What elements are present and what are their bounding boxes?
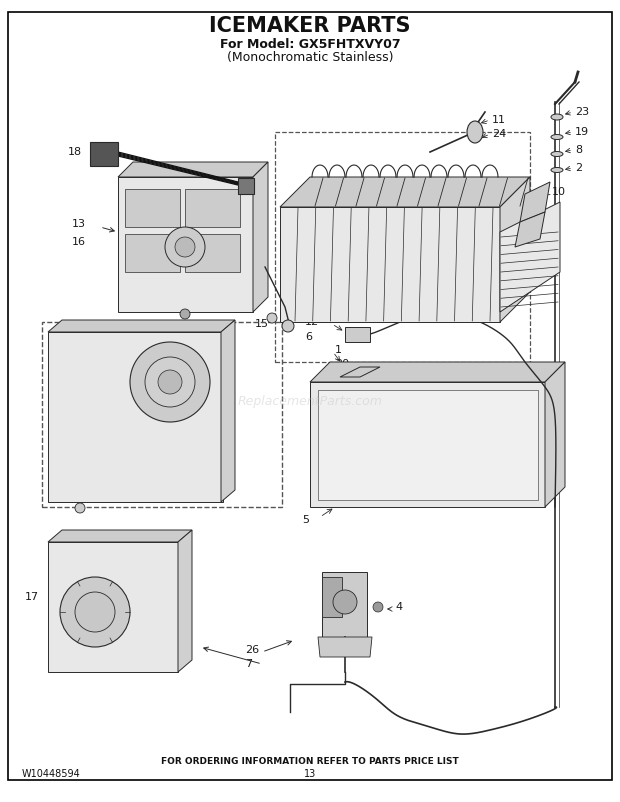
Bar — [125, 234, 180, 272]
Circle shape — [267, 313, 277, 323]
Text: 19: 19 — [575, 127, 589, 137]
Text: 5: 5 — [302, 515, 309, 525]
Polygon shape — [500, 202, 560, 312]
Text: 11: 11 — [492, 115, 506, 125]
Polygon shape — [500, 177, 530, 322]
Circle shape — [130, 342, 210, 422]
Bar — [125, 189, 180, 227]
Bar — [322, 572, 367, 637]
Text: For Model: GX5FHTXVY07: For Model: GX5FHTXVY07 — [219, 38, 401, 51]
Text: (Monochromatic Stainless): (Monochromatic Stainless) — [227, 51, 393, 63]
Bar — [90, 142, 118, 166]
Text: 21: 21 — [130, 335, 144, 345]
Text: 23: 23 — [575, 107, 589, 117]
Polygon shape — [310, 382, 545, 507]
Text: 26: 26 — [245, 645, 259, 655]
Text: 9: 9 — [552, 207, 559, 217]
Ellipse shape — [467, 121, 483, 143]
Ellipse shape — [551, 168, 563, 172]
Circle shape — [333, 590, 357, 614]
Text: 1: 1 — [335, 345, 342, 355]
Text: 13: 13 — [304, 769, 316, 779]
Bar — [118, 177, 253, 312]
Text: 15: 15 — [255, 319, 269, 329]
Text: 24: 24 — [492, 129, 507, 139]
Polygon shape — [221, 320, 235, 502]
Text: 18: 18 — [68, 147, 82, 157]
Polygon shape — [520, 182, 550, 222]
Polygon shape — [318, 637, 372, 657]
Text: 14: 14 — [238, 267, 252, 277]
Bar — [48, 542, 178, 672]
Polygon shape — [310, 362, 565, 382]
Text: 3: 3 — [238, 252, 245, 262]
Text: 4: 4 — [395, 602, 402, 612]
Text: 2: 2 — [575, 163, 582, 173]
Polygon shape — [340, 367, 380, 377]
Bar — [185, 234, 240, 272]
Circle shape — [75, 592, 115, 632]
Text: 16: 16 — [72, 237, 86, 247]
Polygon shape — [178, 530, 192, 672]
Text: 13: 13 — [72, 219, 86, 229]
Circle shape — [145, 357, 195, 407]
Text: 4: 4 — [552, 227, 559, 237]
Text: 17: 17 — [25, 592, 39, 602]
Ellipse shape — [551, 152, 563, 156]
Circle shape — [75, 503, 85, 513]
Circle shape — [180, 309, 190, 319]
Bar — [238, 178, 254, 194]
Ellipse shape — [551, 135, 563, 140]
Text: ReplacementParts.com: ReplacementParts.com — [237, 395, 383, 407]
Text: 7: 7 — [245, 659, 252, 669]
Text: 12: 12 — [305, 317, 319, 327]
Text: 6: 6 — [305, 332, 312, 342]
Polygon shape — [48, 530, 192, 542]
Text: 22: 22 — [155, 402, 169, 412]
Text: ICEMAKER PARTS: ICEMAKER PARTS — [210, 16, 410, 36]
Text: 20: 20 — [335, 359, 349, 369]
Circle shape — [158, 370, 182, 394]
Text: W10448594: W10448594 — [22, 769, 81, 779]
Polygon shape — [48, 320, 235, 332]
Text: 10: 10 — [552, 187, 566, 197]
Bar — [185, 189, 240, 227]
Text: 8: 8 — [575, 145, 582, 155]
Bar — [48, 332, 223, 502]
Ellipse shape — [551, 114, 563, 120]
Text: FOR ORDERING INFORMATION REFER TO PARTS PRICE LIST: FOR ORDERING INFORMATION REFER TO PARTS … — [161, 758, 459, 767]
Circle shape — [373, 602, 383, 612]
Polygon shape — [345, 327, 370, 342]
Circle shape — [60, 577, 130, 647]
Polygon shape — [253, 162, 268, 312]
Polygon shape — [515, 212, 545, 247]
Circle shape — [165, 227, 205, 267]
Bar — [322, 577, 342, 617]
Bar — [275, 132, 530, 362]
Circle shape — [175, 237, 195, 257]
Bar — [42, 322, 282, 507]
Circle shape — [282, 320, 294, 332]
Polygon shape — [545, 362, 565, 507]
Polygon shape — [118, 162, 268, 177]
Text: 25: 25 — [335, 373, 349, 383]
Polygon shape — [280, 177, 530, 207]
Bar — [318, 390, 538, 500]
Polygon shape — [280, 207, 500, 322]
